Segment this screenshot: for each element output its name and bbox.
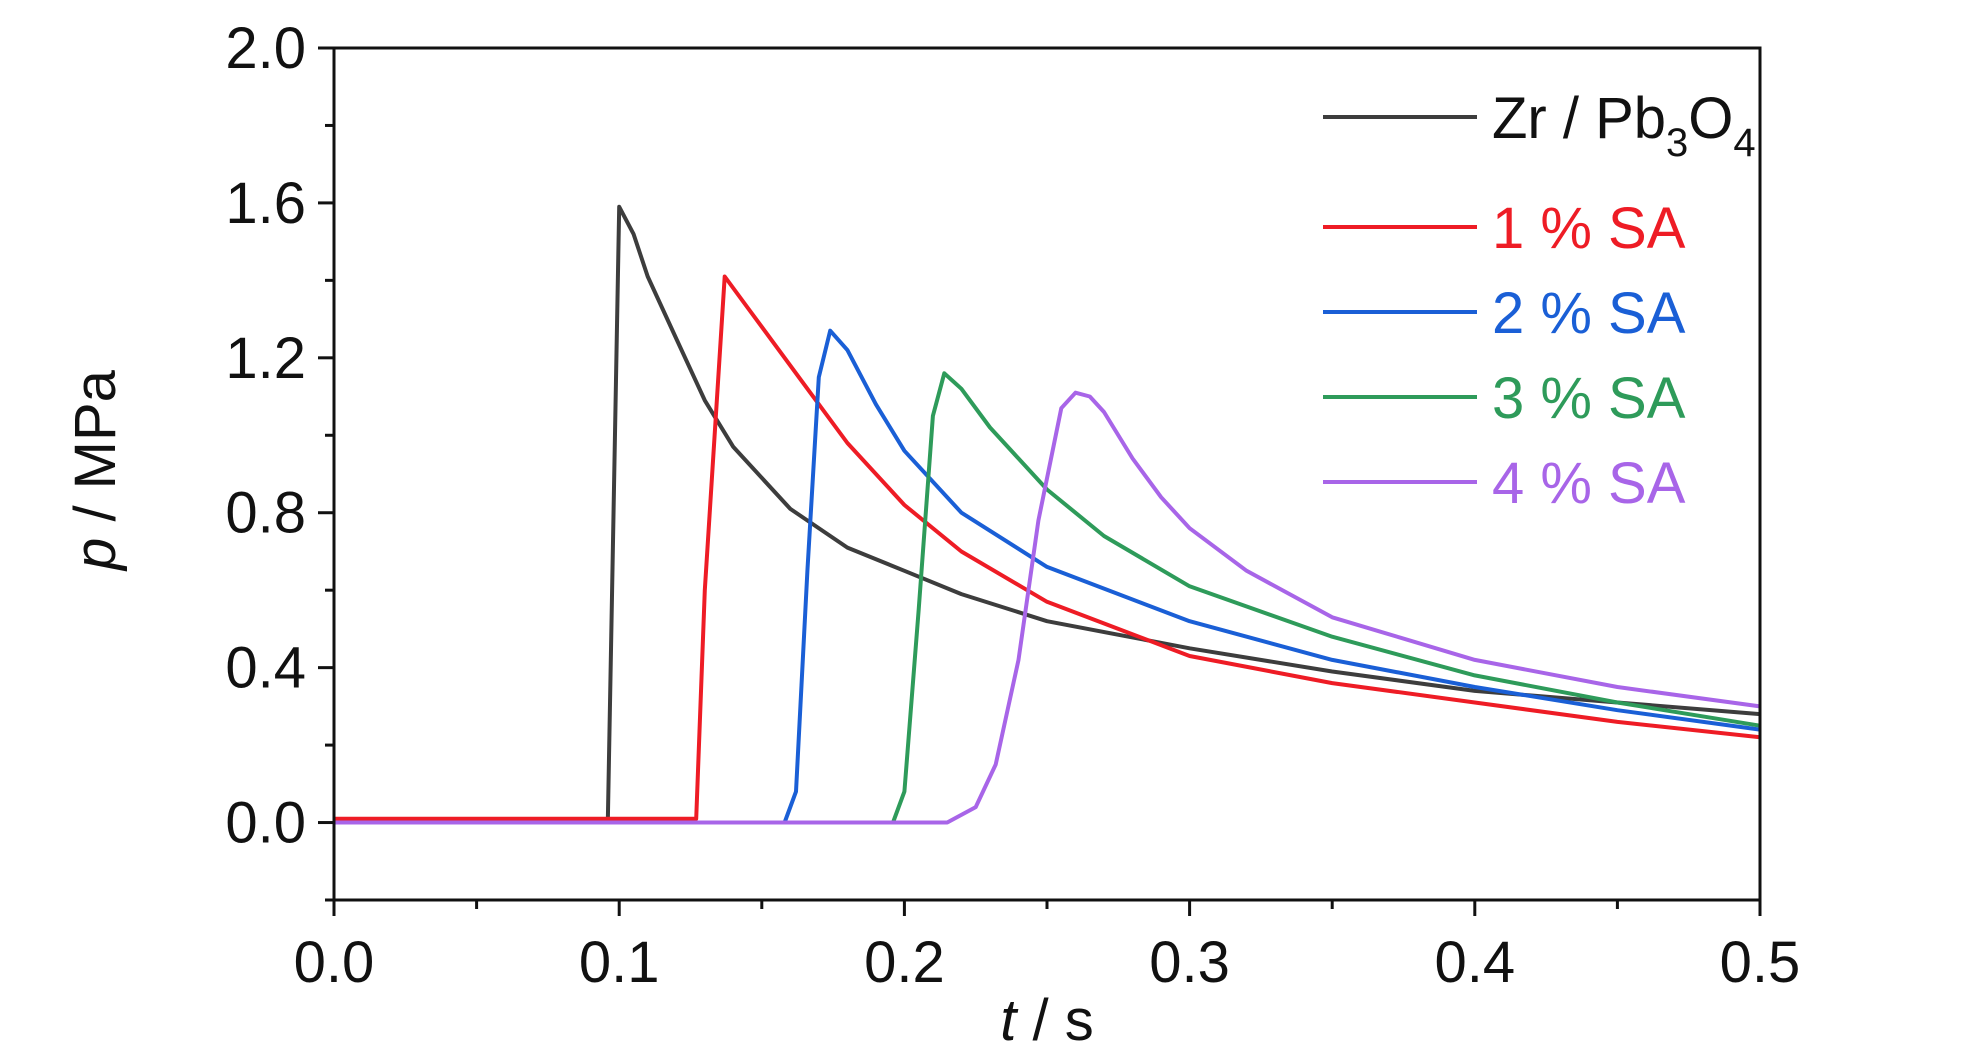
legend-label-4-sa: 4 % SA [1492, 451, 1686, 516]
x-tick-label: 0.4 [1434, 930, 1515, 995]
x-axis-title: t / s [1000, 988, 1093, 1053]
x-axis-unit: / s [1016, 988, 1093, 1053]
x-tick-label: 0.3 [1149, 930, 1230, 995]
x-tick-label: 0.5 [1720, 930, 1801, 995]
y-tick-label: 1.2 [225, 326, 306, 391]
legend-label-zr-pb3o4: Zr / Pb3O4 [1492, 86, 1756, 165]
y-axis-var: p [63, 538, 128, 572]
series-line-1-sa [334, 274, 1761, 821]
y-axis-title: p / MPa [63, 369, 128, 572]
series-line-zr-pb3o4 [334, 204, 1761, 825]
x-tick-label: 0.0 [294, 930, 375, 995]
legend-label-2-sa: 2 % SA [1492, 281, 1686, 346]
legend: Zr / Pb3O4 1 % SA 2 % SA 3 % SA 4 % SA [1323, 86, 1756, 516]
legend-label-1-sa: 1 % SA [1492, 196, 1686, 261]
x-tick-label: 0.2 [864, 930, 945, 995]
legend-label-mid: O [1688, 86, 1733, 151]
x-tick-label: 0.1 [579, 930, 660, 995]
legend-label-base: Zr / Pb [1492, 86, 1666, 151]
legend-label-sub-3: 3 [1666, 121, 1688, 165]
series-line-2-sa [334, 328, 1761, 825]
series-line-4-sa [334, 390, 1761, 825]
series-line-3-sa [334, 371, 1761, 825]
plot-frame [332, 46, 1762, 902]
y-axis-unit: / MPa [63, 369, 128, 537]
x-axis-var: t [1000, 988, 1019, 1053]
y-tick-label: 0.0 [225, 791, 306, 856]
tick-labels: 0.0 0.1 0.2 0.3 0.4 0.5 0.0 0.4 0.8 1.2 1.6 2.0 [225, 16, 1800, 995]
y-tick-label: 0.8 [225, 481, 306, 546]
legend-label-3-sa: 3 % SA [1492, 366, 1686, 431]
y-tick-label: 0.4 [225, 636, 306, 701]
y-tick-label: 2.0 [225, 16, 306, 81]
series-lines [334, 204, 1761, 825]
y-tick-label: 1.6 [225, 171, 306, 236]
legend-label-sub-4: 4 [1733, 121, 1755, 165]
